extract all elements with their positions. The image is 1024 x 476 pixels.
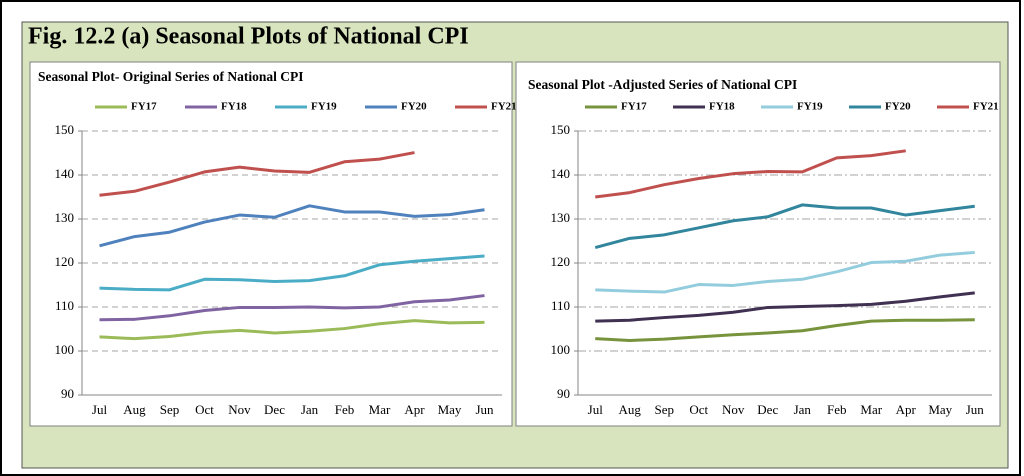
x-tick-label: Sep	[160, 402, 180, 417]
x-tick-label: Nov	[722, 402, 745, 417]
y-tick-label: 110	[551, 298, 570, 313]
legend-text: FY19	[311, 101, 337, 113]
x-tick-label: Jun	[966, 402, 985, 417]
x-tick-label: Mar	[860, 402, 882, 417]
legend-text: FY17	[131, 101, 157, 113]
x-tick-label: Sep	[655, 402, 675, 417]
series-line	[595, 250, 975, 294]
legend-text: FY18	[221, 101, 247, 113]
legend-text: FY17	[621, 101, 647, 113]
series-line	[99, 294, 485, 322]
x-tick-label: Jul	[588, 402, 604, 417]
y-tick-label: 100	[55, 342, 75, 357]
x-tick-label: Oct	[689, 402, 708, 417]
x-tick-label: Oct	[195, 402, 214, 417]
x-tick-label: Nov	[228, 402, 251, 417]
chart-box	[515, 61, 1001, 427]
y-tick-label: 120	[55, 254, 75, 269]
series-line	[99, 254, 485, 292]
y-tick-label: 140	[55, 166, 75, 181]
legend-text: FY21	[973, 101, 999, 113]
chart-title: Seasonal Plot -Adjusted Series of Nation…	[528, 77, 797, 92]
series-line	[99, 319, 485, 341]
x-tick-label: Jan	[794, 402, 812, 417]
series-line	[99, 151, 415, 197]
y-tick-label: 150	[551, 122, 571, 137]
y-tick-label: 100	[551, 342, 571, 357]
x-tick-label: Aug	[123, 402, 146, 417]
figure-title: Fig. 12.2 (a) Seasonal Plots of National…	[28, 24, 469, 50]
x-tick-label: May	[438, 402, 462, 417]
y-tick-label: 130	[55, 210, 75, 225]
y-tick-label: 130	[551, 210, 571, 225]
legend-text: FY21	[491, 101, 517, 113]
legend-text: FY19	[797, 101, 823, 113]
legend-text: FY18	[709, 101, 735, 113]
y-tick-label: 140	[551, 166, 571, 181]
y-tick-label: 90	[557, 386, 570, 401]
y-tick-label: 90	[61, 386, 74, 401]
chart-title: Seasonal Plot- Original Series of Nation…	[38, 69, 304, 84]
x-tick-label: Feb	[335, 402, 355, 417]
x-tick-label: Apr	[404, 402, 425, 417]
x-tick-label: Apr	[896, 402, 917, 417]
series-line	[594, 203, 975, 250]
y-tick-label: 120	[551, 254, 571, 269]
series-line	[99, 204, 485, 248]
legend-text: FY20	[401, 101, 427, 113]
x-tick-label: Dec	[757, 402, 778, 417]
series-line	[595, 291, 975, 323]
series-line	[595, 318, 975, 342]
x-tick-label: Jun	[475, 402, 494, 417]
series-line	[595, 149, 906, 199]
x-tick-label: Feb	[827, 402, 847, 417]
x-tick-label: May	[928, 402, 952, 417]
x-tick-label: Jul	[92, 402, 108, 417]
legend-text: FY20	[885, 101, 911, 113]
x-tick-label: Mar	[369, 402, 391, 417]
x-tick-label: Jan	[301, 402, 319, 417]
y-tick-label: 150	[55, 122, 75, 137]
x-tick-label: Dec	[264, 402, 285, 417]
y-tick-label: 110	[55, 298, 74, 313]
x-tick-label: Aug	[619, 402, 642, 417]
